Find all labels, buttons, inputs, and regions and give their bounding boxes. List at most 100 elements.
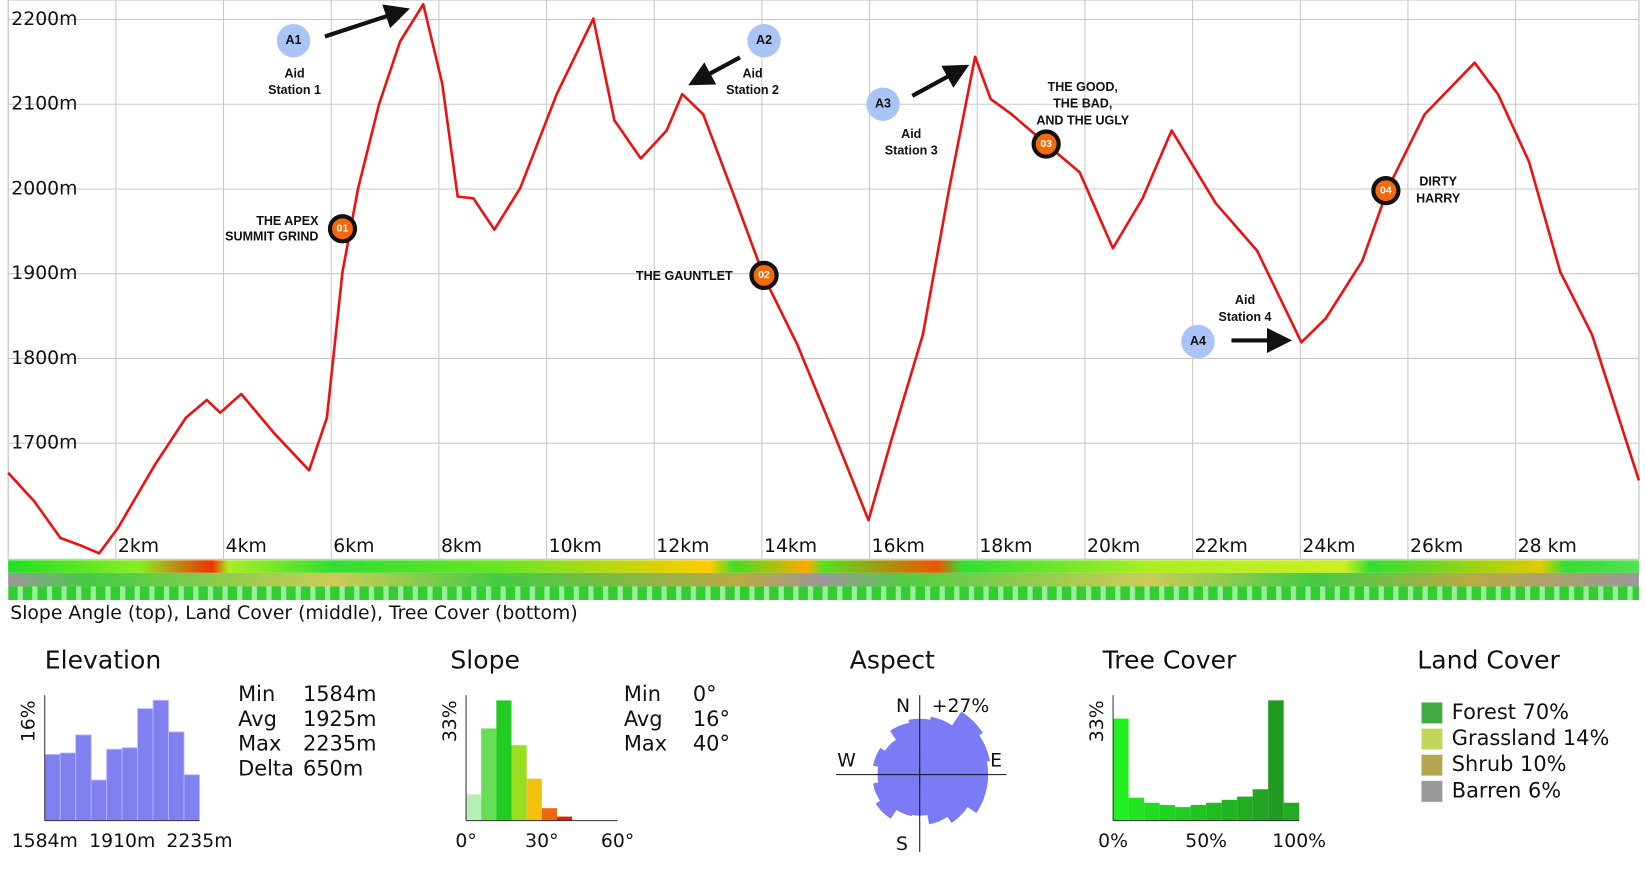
x-tick-label: 1910m	[89, 831, 155, 852]
histogram-bar	[1159, 804, 1176, 821]
x-tick-label: 100%	[1272, 831, 1326, 852]
histogram-bar	[1221, 799, 1238, 821]
y-tick-label: 1800m	[11, 348, 77, 369]
aid-station-id: A2	[756, 33, 772, 47]
histogram-bar	[1237, 796, 1253, 821]
stat-value: 2235m	[303, 732, 377, 756]
x-tick-label: 28 km	[1518, 536, 1577, 557]
histogram-bar	[183, 774, 200, 822]
legend-label: Barren 6%	[1452, 778, 1561, 802]
legend-swatch	[1421, 702, 1443, 724]
legend-label: Shrub 10%	[1452, 752, 1567, 776]
histogram-bar	[1175, 807, 1191, 821]
y-tick-label: 2000m	[11, 178, 77, 199]
x-tick-label: 1584m	[12, 831, 78, 852]
x-tick-label: 50%	[1185, 831, 1227, 852]
direction-label: S	[896, 834, 908, 855]
aid-arrow	[324, 4, 410, 39]
segment-name: HARRY	[1416, 191, 1461, 205]
histogram-bar	[1128, 797, 1145, 821]
histogram-bar	[1113, 718, 1129, 821]
histogram-bar	[152, 699, 169, 822]
legend-swatch	[1421, 780, 1443, 802]
aid-station	[747, 23, 781, 58]
aid-station	[276, 23, 311, 58]
aid-arrow	[911, 64, 970, 98]
aid-station-id: A1	[285, 33, 301, 47]
land-cover-strip	[8, 572, 1639, 587]
legend-label: Forest 70%	[1452, 700, 1569, 724]
segment-name: THE GAUNTLET	[636, 269, 733, 283]
direction-label: E	[990, 751, 1002, 772]
segment-id: 04	[1380, 185, 1392, 196]
segment-id: 03	[1040, 139, 1052, 150]
aspect-wedge	[890, 722, 921, 775]
legend-swatch	[1421, 728, 1443, 750]
plot-frame	[7, 0, 1640, 560]
stat-name: Max	[238, 732, 281, 756]
stat-name: Max	[624, 732, 667, 756]
histogram-bar	[511, 745, 527, 821]
r-tick-label: +27%	[932, 696, 990, 717]
y-tick-label: 2100m	[11, 94, 77, 115]
aspect-wedge	[919, 734, 990, 776]
direction-label: N	[896, 696, 910, 717]
histogram-bar	[1144, 802, 1160, 821]
tree-cover-strip	[8, 586, 1639, 601]
aspect-wedge	[875, 774, 921, 819]
aspect-wedge	[919, 774, 949, 825]
aspect-wedge	[873, 747, 920, 776]
segment-marker	[1371, 176, 1401, 206]
aid-station-label: Aid	[742, 66, 762, 80]
x-tick-label: 16km	[872, 536, 925, 557]
strip-caption: Slope Angle (top), Land Cover (middle), …	[10, 603, 577, 624]
y-tick-label: 16%	[19, 700, 40, 742]
segment-name: DIRTY	[1419, 175, 1457, 189]
aspect-wedge	[873, 774, 920, 802]
histogram-bar	[1206, 802, 1222, 821]
histogram-bar	[496, 700, 512, 821]
elevation-line	[7, 2, 1641, 555]
histogram-bar	[106, 748, 123, 822]
aid-station-id: A4	[1190, 334, 1206, 348]
aspect-wedge	[919, 774, 969, 823]
stat-name: Avg	[624, 707, 663, 731]
stat-value: 0°	[693, 682, 717, 706]
x-tick-label: 14km	[764, 536, 817, 557]
panel-title: Slope	[450, 646, 520, 675]
histogram-bar	[75, 734, 92, 822]
histogram-bar	[481, 728, 497, 821]
aspect-wedge	[919, 711, 983, 775]
segment-name: THE APEX	[256, 214, 319, 228]
segment-id: 02	[758, 270, 770, 281]
legend-label: Grassland 14%	[1452, 726, 1610, 750]
aid-station-label: Aid	[901, 127, 921, 141]
panel-title: Land Cover	[1417, 646, 1560, 675]
stat-value: 16°	[693, 707, 730, 731]
aspect-wedge	[919, 774, 987, 813]
histogram-bar	[1252, 789, 1269, 821]
x-tick-label: 26km	[1410, 536, 1463, 557]
segment-name: THE BAD,	[1053, 97, 1112, 111]
aid-station-label: Station 3	[885, 144, 938, 158]
x-tick-label: 4km	[226, 536, 267, 557]
stat-name: Min	[238, 682, 275, 706]
panel-title: Aspect	[850, 646, 935, 675]
aid-station	[866, 87, 900, 121]
panel-title: Elevation	[45, 646, 161, 675]
y-tick-label: 33%	[1087, 700, 1108, 742]
x-tick-label: 6km	[333, 536, 374, 557]
legend-swatch	[1421, 754, 1443, 776]
segment-name: SUMMIT GRIND	[225, 229, 318, 243]
histogram-bar	[1283, 802, 1300, 821]
segment-marker	[327, 214, 358, 244]
histogram-bar	[466, 794, 482, 821]
x-tick-label: 22km	[1195, 536, 1248, 557]
segment-marker	[749, 260, 779, 291]
histogram-bar	[59, 752, 77, 822]
stat-name: Delta	[238, 756, 294, 780]
histogram-bar	[1190, 804, 1207, 821]
histogram-bar	[541, 808, 557, 821]
direction-label: W	[837, 751, 856, 772]
